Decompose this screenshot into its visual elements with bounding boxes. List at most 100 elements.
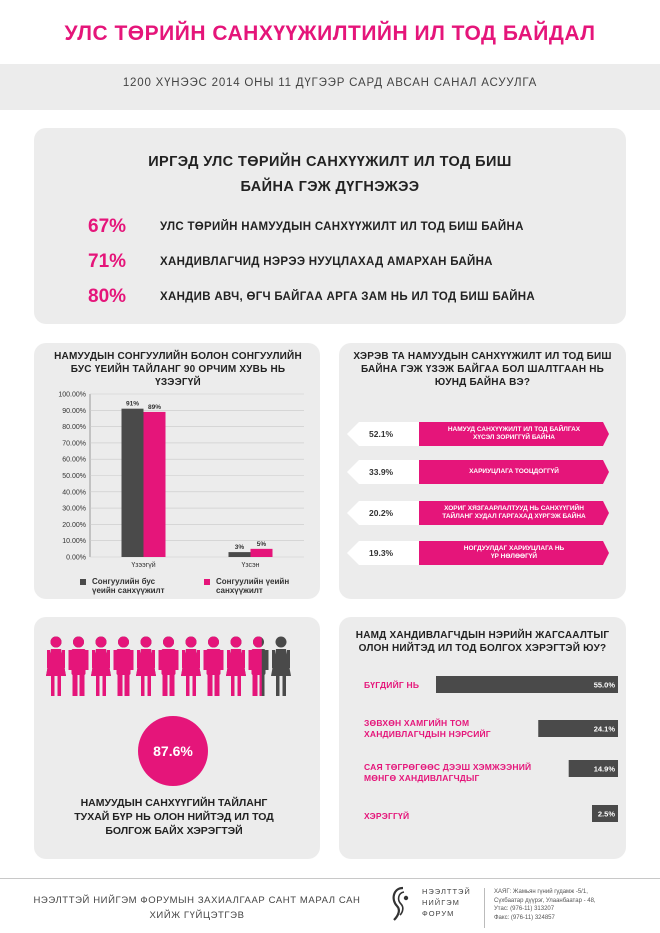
leg: [147, 676, 151, 696]
page-title: УЛС ТӨРИЙН САНХҮҮЖИЛТИЙН ИЛ ТОД БАЙДАЛ: [64, 22, 596, 45]
contact-line: Факс: (976-11) 324857: [494, 914, 555, 921]
donor-list-title-line: ОЛОН НИЙТЭД ИЛ ТОД БОЛГОХ ХЭРЭГТЭЙ ЮУ?: [358, 643, 607, 654]
woman-icon-highlight: [46, 636, 66, 696]
leg: [102, 676, 106, 696]
arm: [197, 650, 200, 668]
stat-row: 71% ХАНДИВЛАГЧИД НЭРЭЭ НУУЦЛАХАД АМАРХАН…: [88, 249, 493, 275]
reason-pill-1: [347, 422, 609, 446]
arm: [92, 650, 95, 668]
dress: [136, 649, 156, 676]
leg: [51, 676, 55, 696]
reasons-title-line: ЮУНД БАЙНА ВЭ?: [434, 377, 531, 388]
horizontal-bar-chart: 55.0% 24.1% 14.9% 2.5%: [436, 676, 618, 822]
legend-label-line: санхүүжилт: [216, 586, 263, 595]
leg: [186, 676, 190, 696]
people-caption-line: ТУХАЙ БҮР НЬ ОЛОН НИЙТЭД ИЛ ТОД: [74, 811, 274, 823]
contact-line: Сүхбаатар дүүрэг, Улаанбаатар - 48,: [494, 897, 596, 904]
leg: [192, 676, 196, 696]
bar-value-label: 5%: [257, 541, 267, 548]
logo-text-line: ФОРУМ: [422, 909, 455, 918]
people-caption-line: НАМУУДЫН САНХҮҮГИЙН ТАЙЛАНГ: [80, 797, 268, 809]
reason-percent: 52.1%: [369, 429, 394, 439]
reason-text-line: ХҮСЭЛ ЗОРИГГҮЙ БАЙНА: [473, 434, 555, 441]
footer-credit-line: НЭЭЛТТЭЙ НИЙГЭМ ФОРУМЫН ЗАХИАЛГААР САНТ …: [33, 895, 361, 906]
woman-icon-highlight: [226, 636, 246, 696]
arm: [158, 650, 162, 670]
head: [275, 636, 287, 648]
reason-text-line: НОГДУУЛДАГ ХАРИУЦЛАГА НЬ: [463, 545, 565, 552]
head: [208, 636, 219, 648]
woman-icon-highlight: [136, 636, 156, 696]
summary-card: [34, 128, 626, 324]
x-tick-label: Үзсэн: [241, 562, 259, 569]
stat-text: ХАНДИВ АВЧ, ӨГЧ БАЙГАА АРГА ЗАМ НЬ ИЛ ТО…: [160, 291, 535, 303]
arm: [130, 650, 134, 670]
y-tick-label: 0.00%: [66, 555, 86, 562]
leg: [214, 674, 220, 696]
footer-vertical-divider: [484, 888, 485, 928]
leg: [124, 674, 130, 696]
reason-text: НОГДУУЛДАГ ХАРИУЦЛАГА НЬ ҮР НӨЛӨӨГҮЙ: [422, 545, 606, 561]
hbar-category-line: МӨНГӨ ХАНДИВЛАГЧДЫГ: [364, 773, 480, 783]
bar: [121, 408, 144, 557]
reason-text-line: НАМУУД САНХҮҮЖИЛТ ИЛ ТОД БАЙЛГАХ: [447, 426, 581, 433]
contact-line: Утас: (976-11) 313207: [494, 906, 555, 912]
hbar: [436, 676, 618, 693]
reason-pills: [347, 422, 609, 565]
reason-pill-3: [347, 501, 609, 525]
bar: [250, 548, 273, 557]
legend-label: Сонгуулийн үеийн санхүүжилт: [216, 577, 289, 595]
vertical-bar-chart: 0.00% 10.00% 20.00% 30.00% 40.00% 50.00% 60.00…: [58, 392, 304, 569]
leg: [79, 674, 85, 696]
arm: [182, 650, 185, 668]
subtitle-band: [0, 64, 660, 110]
dress: [226, 649, 246, 676]
leg: [259, 674, 262, 696]
reason-text-line: ТАЙЛАНГ ХУДАЛ ГАРГАХАД ХҮРГЭЖ БАЙНА: [442, 513, 586, 520]
reason-text: ХОРИГ ХЯЗГААРЛАЛТУУД НЬ САНХҮҮГИЙН ТАЙЛА…: [422, 505, 606, 521]
arm: [113, 650, 117, 670]
reason-pill-4: [347, 541, 609, 565]
y-tick-label: 20.00%: [62, 522, 86, 529]
arm: [152, 650, 155, 668]
woman-icon: [271, 636, 291, 696]
leg: [237, 676, 241, 696]
head: [230, 636, 242, 648]
y-tick-label: 40.00%: [62, 489, 86, 496]
hbar-value-label: 14.9%: [594, 765, 616, 774]
hbar-category: ХЭРЭГГҮЙ: [364, 811, 409, 822]
legend-swatch: [204, 579, 210, 585]
hbar-value-label: 24.1%: [594, 725, 616, 734]
people-pictogram: [46, 636, 291, 696]
arm: [220, 650, 224, 670]
logo-text-line: НИЙГЭМ: [422, 898, 460, 907]
forum-logo-icon: [392, 886, 409, 921]
contact-line: ХАЯГ: Жамьян гүний гудамж -5/1,: [494, 889, 588, 895]
reason-percent: 19.3%: [369, 548, 394, 558]
reason-pill-2: [347, 460, 609, 484]
arm: [107, 650, 110, 668]
y-tick-label: 30.00%: [62, 506, 86, 513]
leg: [252, 674, 258, 696]
leg: [72, 674, 78, 696]
y-tick-label: 90.00%: [62, 408, 86, 415]
leg: [96, 676, 100, 696]
hbar-category: БҮГДИЙГ НЬ: [364, 680, 419, 691]
head: [140, 636, 152, 648]
y-tick-label: 10.00%: [62, 538, 86, 545]
page-subtitle: 1200 ХҮНЭЭС 2014 ОНЫ 11 ДҮГЭЭР САРД АВСА…: [122, 77, 538, 89]
legend-item: Сонгуулийн бус үеийн санхүүжилт: [80, 577, 165, 595]
bar-chart-title-line: БУС ҮЕИЙН ТАЙЛАНГ 90 ОРЧИМ ХУВЬ НЬ: [70, 364, 286, 375]
dress: [91, 649, 111, 676]
footer-contact: ХАЯГ: Жамьян гүний гудамж -5/1, Сүхбаата…: [494, 888, 596, 922]
bar-value-label: 89%: [148, 404, 161, 411]
man-icon-highlight: [248, 636, 262, 696]
arm: [175, 650, 179, 670]
y-tick-label: 50.00%: [62, 473, 86, 480]
hbar: [538, 720, 618, 737]
arm: [47, 650, 50, 668]
stat-text: ХАНДИВЛАГЧИД НЭРЭЭ НУУЦЛАХАД АМАРХАН БАЙ…: [160, 256, 493, 268]
woman-icon-highlight: [181, 636, 201, 696]
torso: [116, 649, 131, 675]
arm: [62, 650, 65, 668]
